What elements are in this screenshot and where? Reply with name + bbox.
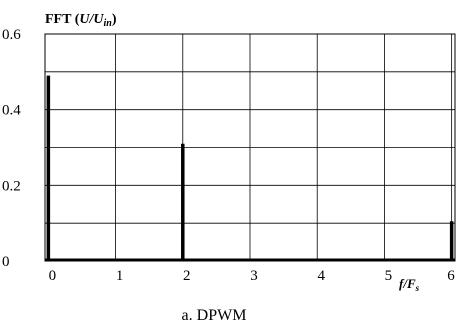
x-tick-label: 5 (385, 268, 393, 284)
x-tick-label: 3 (250, 268, 258, 284)
y-tick-label: 0.2 (2, 178, 21, 194)
y-tick-label: 0.6 (2, 27, 21, 43)
x-tick-label: 2 (183, 268, 191, 284)
x-tick-label: 1 (116, 268, 124, 284)
y-tick-label: 0 (2, 254, 10, 270)
figure-caption: a. DPWM (182, 307, 247, 324)
y-tick-label: 0.4 (2, 103, 21, 119)
x-tick-label: 0 (49, 268, 57, 284)
chart-title: FFT (U/Uin) (45, 12, 117, 29)
x-tick-label: 4 (317, 268, 325, 284)
y-tick-labels: 0 0.2 0.4 0.6 (2, 27, 21, 270)
x-tick-labels: 0 1 2 3 4 5 6 (49, 268, 456, 284)
spectrum-bars (46, 75, 454, 261)
grid-lines (45, 34, 455, 261)
x-tick-label: 6 (447, 268, 455, 284)
x-axis-label: f/Fs (399, 276, 420, 293)
